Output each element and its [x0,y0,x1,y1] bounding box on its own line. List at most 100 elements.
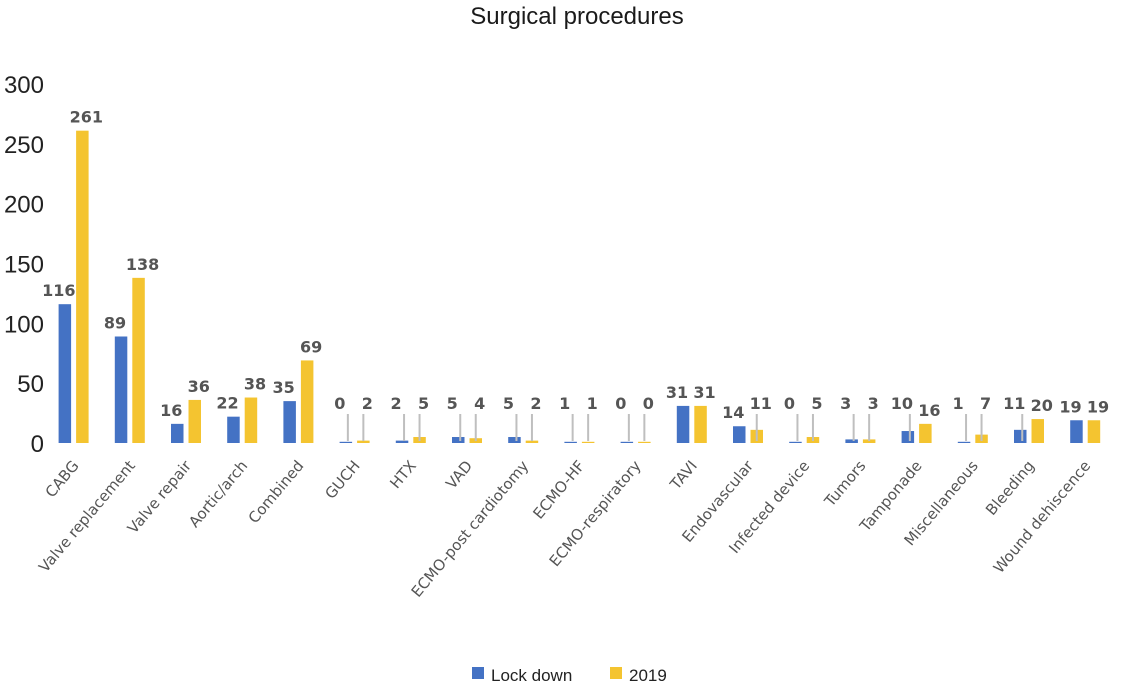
x-tick-label: GUCH [321,457,363,503]
bar-2019 [919,423,932,443]
bar-2019 [638,441,651,443]
data-label: 3 [840,394,851,413]
data-label: 4 [474,394,485,413]
data-label: 116 [42,281,75,300]
bar-lockdown [564,441,577,443]
bar-2019 [694,405,707,443]
data-label: 0 [615,394,626,413]
data-label: 22 [216,394,238,413]
bar-2019 [188,399,201,443]
data-label: 11 [1003,394,1025,413]
bar-lockdown [171,423,184,443]
y-tick-label: 200 [4,192,44,219]
bar-lockdown [901,431,915,443]
bar-2019 [132,277,145,443]
bar-2019 [862,439,876,443]
data-label: 2 [530,394,541,413]
data-label: 38 [244,375,266,394]
data-label: 31 [693,383,715,402]
x-tick-label: Wound dehiscence [990,457,1095,577]
data-label: 1 [587,394,598,413]
data-label: 2 [390,394,401,413]
bar-2019 [525,440,539,443]
bar-lockdown [620,441,634,443]
data-label: 1 [559,394,570,413]
y-tick-label: 100 [4,311,44,338]
bar-lockdown [339,441,353,443]
y-tick-label: 300 [4,72,44,99]
legend-swatch [610,667,622,679]
bar-lockdown [395,440,409,443]
data-label: 5 [811,394,822,413]
legend-swatch [472,667,484,679]
data-label: 14 [722,403,744,422]
bar-lockdown [1014,429,1027,443]
x-tick-label: Bleeding [982,457,1038,519]
data-label: 31 [666,383,688,402]
data-label: 1 [952,394,963,413]
y-axis: 0 50 100 150 200 250 300 [4,72,44,458]
chart-title: Surgical procedures [470,3,683,30]
bar-2019 [357,440,370,443]
data-label: 10 [891,394,913,413]
data-label: 5 [418,394,429,413]
bar-lockdown [789,441,802,443]
x-tick-label: Combined [245,457,308,527]
legend-label: Lock down [491,666,572,685]
data-label: 35 [273,378,295,397]
data-label: 89 [104,313,126,332]
data-label: 3 [868,394,879,413]
data-label: 69 [300,337,322,356]
bar-lockdown [227,416,240,443]
bar-lockdown [1070,420,1083,443]
bar-2019 [76,130,89,444]
data-label: 19 [1087,397,1109,416]
data-label: 36 [188,377,210,396]
legend: Lock down 2019 [472,666,667,685]
data-label: 19 [1059,397,1081,416]
data-label: 7 [980,394,991,413]
x-tick-label: Aortic/arch [185,457,251,531]
x-tick-label: Tumors [820,457,869,511]
y-tick-label: 0 [31,431,44,458]
bar-2019 [244,397,258,443]
bar-lockdown [676,405,690,443]
bar-2019 [581,441,595,443]
data-label: 20 [1031,396,1053,415]
bar-lockdown [508,437,521,443]
data-label: 0 [334,394,345,413]
data-label: 5 [503,394,514,413]
x-tick-label: ECMO-HF [529,457,588,523]
data-label: 11 [750,394,772,413]
data-label: 5 [447,394,458,413]
bar-lockdown [452,437,465,443]
bar-2019 [1031,419,1044,443]
data-label: 261 [70,108,103,127]
x-tick-label: ECMO-post cardiotomy [408,457,533,601]
bar-lockdown [114,336,128,443]
data-label: 138 [126,255,159,274]
data-label: 2 [362,394,373,413]
x-tick-label: Valve replacement [35,457,139,576]
y-tick-label: 150 [4,252,44,279]
bar-lockdown [957,441,971,443]
bar-lockdown [283,401,296,443]
bar-lockdown [58,304,72,443]
x-tick-label: CABG [42,457,83,501]
bar-lockdown [733,426,746,443]
x-tick-label: VAD [442,457,476,492]
data-label: 16 [160,401,182,420]
x-tick-label: HTX [386,457,420,492]
y-tick-label: 250 [4,132,44,159]
bar-lockdown [845,439,858,443]
bar-2019 [300,360,314,443]
data-label: 16 [918,401,940,420]
bar-2019 [1087,420,1101,443]
data-label: 0 [784,394,795,413]
legend-label: 2019 [629,666,667,685]
x-tick-label: TAVI [666,457,701,494]
y-tick-label: 50 [17,371,44,398]
